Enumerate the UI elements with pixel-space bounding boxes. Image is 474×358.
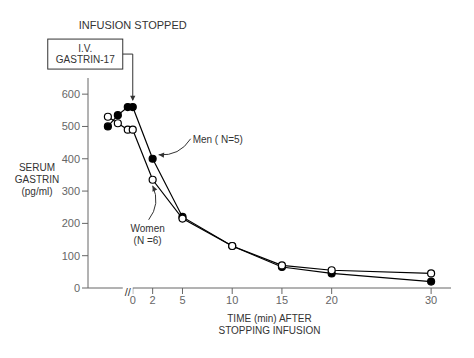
svg-text:200: 200 (62, 217, 80, 229)
svg-text:Men ( N=5): Men ( N=5) (193, 134, 243, 145)
svg-text:500: 500 (62, 120, 80, 132)
svg-text:30: 30 (425, 294, 437, 306)
svg-text:400: 400 (62, 153, 80, 165)
svg-text:0: 0 (74, 282, 80, 294)
svg-text:10: 10 (226, 294, 238, 306)
svg-text:I.V.GASTRIN-17: I.V.GASTRIN-17 (56, 43, 115, 65)
svg-text:20: 20 (326, 294, 338, 306)
svg-text:300: 300 (62, 185, 80, 197)
svg-text:600: 600 (62, 88, 80, 100)
svg-text:5: 5 (179, 294, 185, 306)
svg-text:2: 2 (150, 294, 156, 306)
svg-text:Women(N =6): Women(N =6) (131, 223, 165, 246)
svg-text:TIME (min) AFTERSTOPPING INFUS: TIME (min) AFTERSTOPPING INFUSION (218, 313, 320, 336)
svg-text:0: 0 (130, 294, 136, 306)
svg-text:100: 100 (62, 250, 80, 262)
svg-text:INFUSION STOPPED: INFUSION STOPPED (79, 19, 187, 31)
svg-text:SERUMGASTRIN(pg/ml): SERUMGASTRIN(pg/ml) (15, 162, 59, 197)
svg-text:15: 15 (276, 294, 288, 306)
